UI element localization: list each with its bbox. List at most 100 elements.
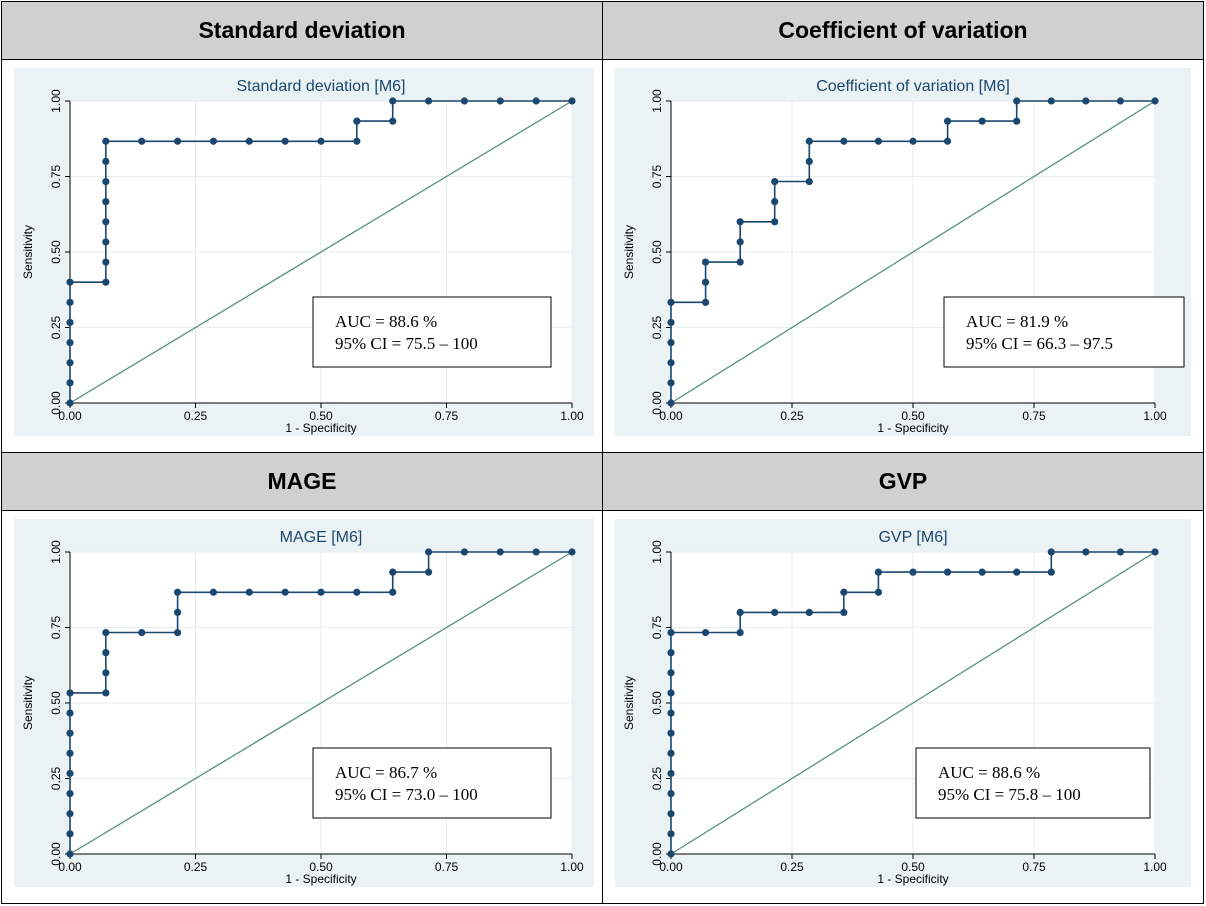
roc-point <box>568 97 576 105</box>
roc-point <box>66 810 74 818</box>
reference-line <box>69 100 573 404</box>
x-tick-label: 0.25 <box>780 409 804 423</box>
roc-point <box>173 628 182 637</box>
roc-point <box>667 359 675 367</box>
chart-cell-0: 0.00 0.25 0.50 0.75 1.00 0.00 0.25 0.50 0.75 1.00… <box>1 58 603 453</box>
roc-point <box>909 568 917 576</box>
roc-point <box>424 568 433 576</box>
roc-point <box>736 218 744 226</box>
roc-chart-1: 0.00 0.25 0.50 0.75 1.00 0.00 0.25 0.50 0.75 1.00… <box>615 67 1191 436</box>
roc-point <box>943 137 952 145</box>
y-tick-label: 0.50 <box>650 691 664 715</box>
roc-point <box>874 137 883 145</box>
roc-point <box>317 588 325 596</box>
roc-point <box>209 137 218 145</box>
roc-point <box>667 379 675 387</box>
roc-point <box>66 789 74 798</box>
reference-line <box>69 551 573 855</box>
roc-point <box>245 588 253 596</box>
chart-title: Coefficient of variation [M6] <box>816 78 1010 95</box>
roc-point <box>840 608 848 616</box>
x-axis-title: 1 - Specificity <box>877 872 948 886</box>
roc-point <box>771 218 779 226</box>
y-tick-label: 0.25 <box>650 766 664 790</box>
roc-point <box>317 137 325 145</box>
panel-header-3: GVP <box>602 451 1204 511</box>
x-tick-label: 1.00 <box>560 409 584 423</box>
roc-point <box>701 628 710 637</box>
roc-point <box>66 749 74 757</box>
roc-point <box>1116 548 1125 556</box>
roc-point <box>281 588 289 596</box>
roc-point <box>389 588 397 596</box>
roc-point <box>667 399 675 407</box>
chart-cell-2: 0.00 0.25 0.50 0.75 1.00 0.00 0.25 0.50 0.75 1.00… <box>1 509 603 905</box>
roc-point <box>281 137 289 145</box>
roc-point <box>771 608 779 616</box>
roc-point <box>667 689 675 697</box>
auc-box <box>312 296 552 368</box>
x-tick-label: 0.00 <box>659 860 683 874</box>
roc-point <box>102 177 110 186</box>
roc-point <box>173 588 182 596</box>
roc-point <box>102 137 110 145</box>
roc-point <box>701 278 710 286</box>
roc-point <box>667 810 675 818</box>
x-tick-label: 0.75 <box>435 860 459 874</box>
roc-point <box>66 689 74 697</box>
auc-text: AUC = 88.6 % <box>335 312 437 331</box>
roc-point <box>736 608 744 616</box>
auc-text: AUC = 86.7 % <box>335 763 437 782</box>
roc-point <box>667 789 675 798</box>
roc-point <box>66 278 74 286</box>
roc-point <box>1082 97 1090 105</box>
roc-chart-2: 0.00 0.25 0.50 0.75 1.00 0.00 0.25 0.50 0.75 1.00… <box>14 518 594 887</box>
roc-point <box>667 749 675 757</box>
y-tick-label: 0.25 <box>49 766 63 790</box>
roc-point <box>667 298 675 306</box>
y-tick-label: 0.75 <box>49 615 63 639</box>
roc-point <box>66 850 74 858</box>
roc-point <box>805 177 813 186</box>
roc-point <box>353 117 361 125</box>
y-axis-title: Sensitivity <box>21 676 35 730</box>
y-tick-label: 0.00 <box>49 391 63 415</box>
roc-point <box>102 258 110 266</box>
y-tick-label: 0.75 <box>49 164 63 188</box>
roc-point <box>102 669 110 677</box>
panel-header-2: MAGE <box>1 451 603 511</box>
auc-box <box>943 296 1185 368</box>
y-tick-label: 0.50 <box>650 240 664 264</box>
roc-point <box>66 298 74 306</box>
roc-point <box>66 379 74 387</box>
roc-point <box>102 689 110 697</box>
auc-box <box>312 747 552 819</box>
x-tick-label: 0.25 <box>184 860 208 874</box>
roc-point <box>389 568 397 576</box>
roc-point <box>1151 548 1159 556</box>
x-tick-label: 0.50 <box>901 409 925 423</box>
roc-point <box>1047 568 1055 576</box>
x-tick-label: 0.50 <box>901 860 925 874</box>
y-tick-label: 1.00 <box>650 540 664 564</box>
roc-point <box>66 359 74 367</box>
roc-point <box>496 548 504 556</box>
roc-point <box>667 830 675 838</box>
roc-point <box>102 218 110 226</box>
x-axis-title: 1 - Specificity <box>877 421 948 435</box>
y-tick-label: 1.00 <box>49 540 63 564</box>
x-tick-label: 0.75 <box>435 409 459 423</box>
roc-chart-3: 0.00 0.25 0.50 0.75 1.00 0.00 0.25 0.50 0.75 1.00… <box>615 518 1191 887</box>
roc-point <box>1151 97 1159 105</box>
roc-point <box>424 97 433 105</box>
roc-point <box>667 729 675 737</box>
roc-point <box>424 548 433 556</box>
roc-point <box>389 97 397 105</box>
roc-point <box>532 97 540 105</box>
roc-point <box>1047 548 1055 556</box>
x-tick-label: 1.00 <box>1143 409 1167 423</box>
roc-point <box>667 628 675 637</box>
roc-point <box>874 568 883 576</box>
roc-point <box>736 258 744 266</box>
roc-point <box>736 628 744 637</box>
